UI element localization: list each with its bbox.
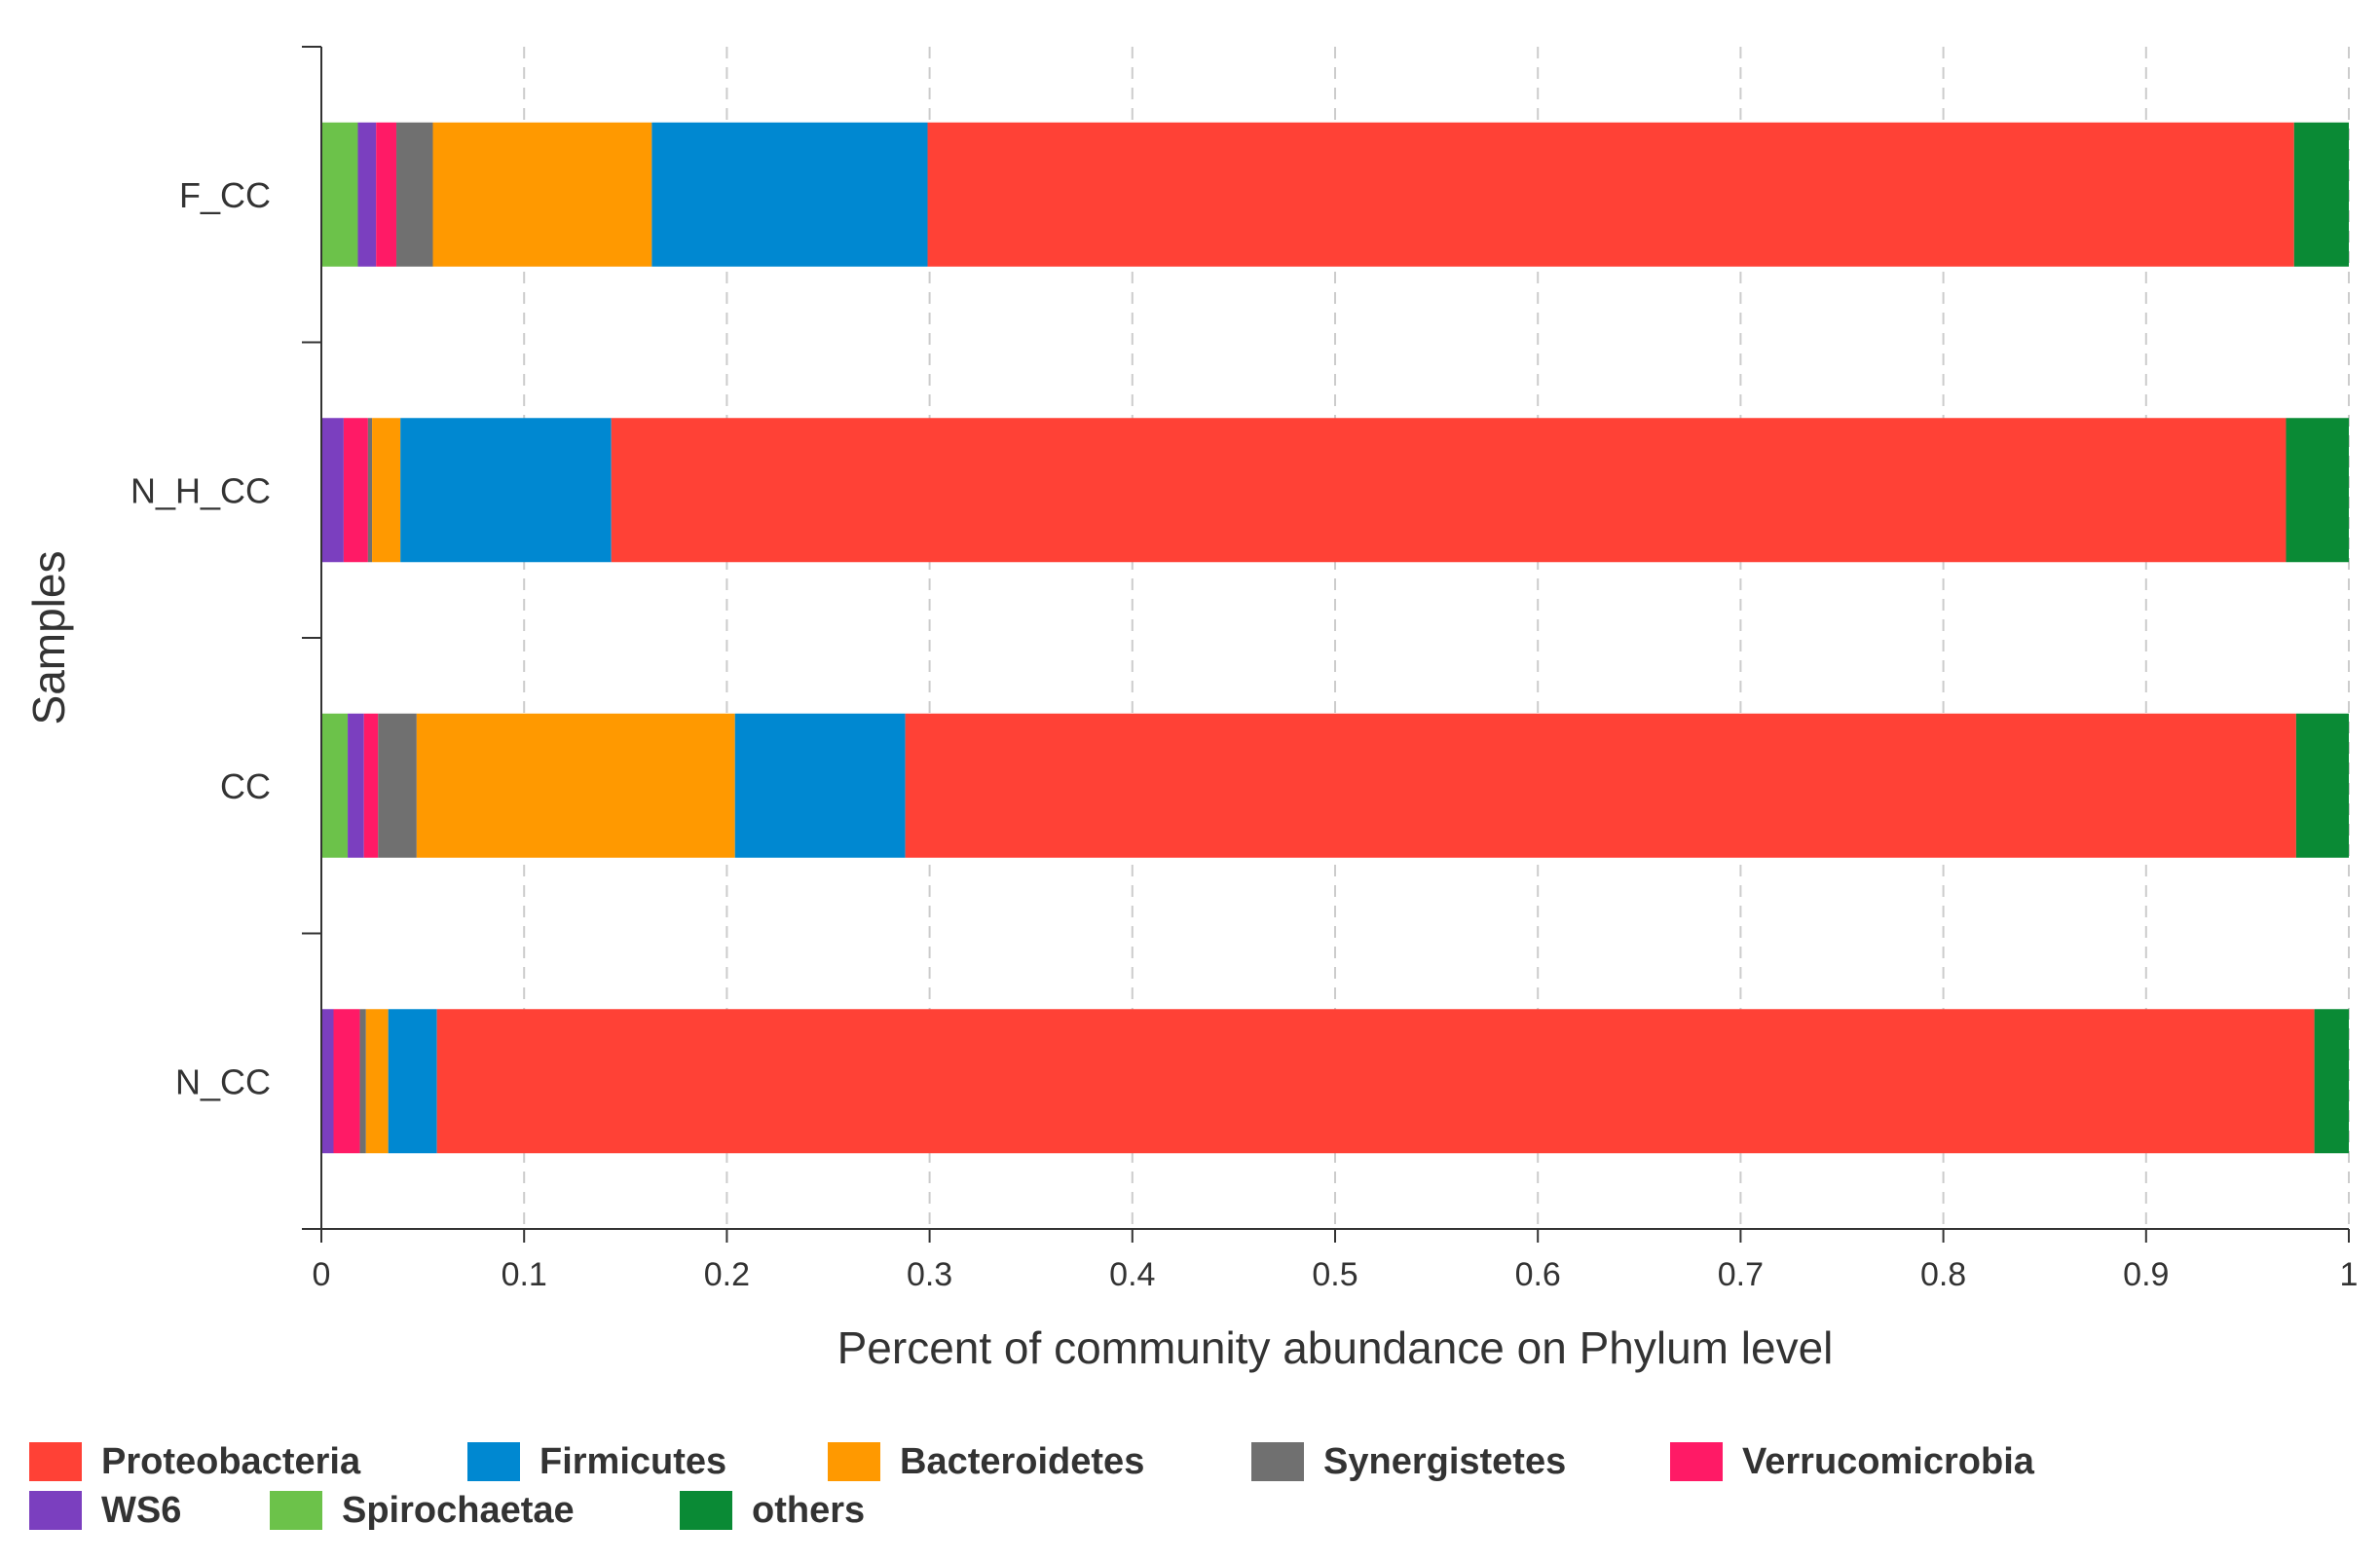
bar-segment-verrucomicrobia [333, 1009, 360, 1154]
bar-segment-firmicutes [400, 418, 612, 563]
legend-item-verrucomicrobia: Verrucomicrobia [1670, 1439, 2034, 1484]
legend-label: Spirochaetae [342, 1489, 575, 1531]
bar-segment-proteobacteria [611, 418, 2287, 563]
bar-segment-spirochaetae [321, 713, 349, 858]
stacked-bar-chart: 0 0.1 0.2 0.3 0.4 0.5 0.6 0.7 0.8 0.9 1 F_CC N_H_CC C… [23, 46, 2359, 1373]
legend-swatch [270, 1491, 322, 1530]
bar-segment-ws6 [321, 418, 344, 563]
x-tick-label: 0.1 [502, 1256, 547, 1293]
bar-segment-bacteroidetes [372, 418, 401, 563]
legend-item-bacteroidetes: Bacteroidetes [828, 1439, 1144, 1484]
legend-label: Firmicutes [539, 1440, 727, 1482]
legend: Proteobacteria Firmicutes Bacteroidetes Syn… [29, 1439, 2366, 1546]
legend-item-firmicutes: Firmicutes [467, 1439, 726, 1484]
legend-swatch [828, 1442, 880, 1481]
legend-swatch [29, 1491, 82, 1530]
bar-segment-ws6 [348, 713, 364, 858]
legend-label: Synergistetes [1323, 1440, 1567, 1482]
legend-item-proteobacteria: Proteobacteria [29, 1439, 360, 1484]
bar-segment-spirochaetae [321, 122, 358, 267]
x-tick-label: 0 [313, 1256, 331, 1293]
bar-segment-synergistetes [396, 122, 433, 267]
bar-segment-proteobacteria [905, 713, 2296, 858]
legend-swatch [680, 1491, 732, 1530]
bar-segment-verrucomicrobia [376, 122, 397, 267]
legend-item-spirochaetae: Spirochaetae [270, 1488, 575, 1533]
x-tick-label: 0.4 [1109, 1256, 1155, 1293]
legend-item-ws6: WS6 [29, 1488, 181, 1533]
legend-item-others: others [680, 1488, 865, 1533]
bar-segment-bacteroidetes [432, 122, 652, 267]
bar-segment-verrucomicrobia [343, 418, 368, 563]
bar-segment-verrucomicrobia [363, 713, 379, 858]
bar-segment-ws6 [357, 122, 377, 267]
axes: 0 0.1 0.2 0.3 0.4 0.5 0.6 0.7 0.8 0.9 1 F_CC N_H_CC C… [130, 46, 2359, 1293]
legend-swatch [29, 1442, 82, 1481]
x-tick-label: 0.3 [907, 1256, 952, 1293]
y-axis-label: Samples [23, 551, 74, 725]
bar-segment-proteobacteria [436, 1009, 2315, 1154]
bar-segment-synergistetes [378, 713, 417, 858]
legend-item-synergistetes: Synergistetes [1251, 1439, 1566, 1484]
bar-segment-others [2293, 122, 2349, 267]
x-axis-label: Percent of community abundance on Phylum… [837, 1322, 1834, 1373]
x-tick-label: 0.5 [1312, 1256, 1357, 1293]
bars [321, 122, 2349, 1154]
y-tick-label: CC [220, 766, 271, 806]
bar-segment-bacteroidetes [416, 713, 735, 858]
y-tick-label: F_CC [179, 175, 271, 215]
x-tick-label: 0.8 [1920, 1256, 1966, 1293]
bar-segment-ws6 [321, 1009, 334, 1154]
x-tick-label: 0.2 [704, 1256, 750, 1293]
legend-label: Proteobacteria [101, 1440, 361, 1482]
x-tick-label: 1 [2340, 1256, 2359, 1293]
legend-label: Verrucomicrobia [1742, 1440, 2034, 1482]
bar-segment-bacteroidetes [365, 1009, 389, 1154]
bar-segment-firmicutes [651, 122, 928, 267]
bar-segment-synergistetes [367, 418, 373, 563]
bar-segment-firmicutes [388, 1009, 437, 1154]
x-tick-label: 0.7 [1718, 1256, 1764, 1293]
legend-label: WS6 [101, 1489, 182, 1531]
bar-segment-firmicutes [734, 713, 906, 858]
legend-swatch [467, 1442, 520, 1481]
bar-segment-others [2295, 713, 2349, 858]
bar-segment-proteobacteria [927, 122, 2294, 267]
bar-segment-others [2314, 1009, 2349, 1154]
y-tick-label: N_CC [175, 1061, 271, 1101]
legend-label: Bacteroidetes [900, 1440, 1145, 1482]
x-tick-label: 0.6 [1515, 1256, 1561, 1293]
bar-segment-others [2286, 418, 2349, 563]
legend-swatch [1251, 1442, 1304, 1481]
legend-swatch [1670, 1442, 1723, 1481]
y-tick-label: N_H_CC [130, 470, 271, 510]
bar-segment-synergistetes [359, 1009, 366, 1154]
x-tick-label: 0.9 [2123, 1256, 2169, 1293]
legend-label: others [752, 1489, 866, 1531]
